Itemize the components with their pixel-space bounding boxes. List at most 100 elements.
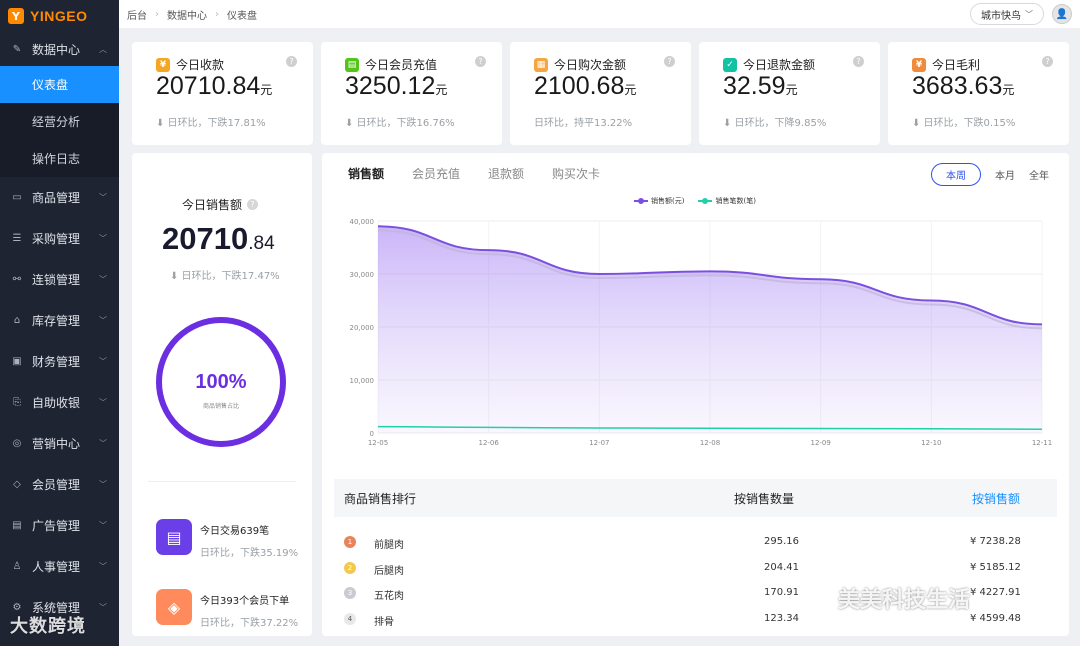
breadcrumb-item[interactable]: 数据中心 [167,10,207,22]
watermark-left: 大数跨境 [10,616,86,637]
table-row[interactable]: 1 前腿肉 295.16 ¥ 7238.28 [334,530,1057,555]
product-quantity: 204.41 [764,561,799,573]
legend-swatch-icon [634,198,648,204]
sidebar-item-5[interactable]: ⎘ 自助收银 ﹀ [0,382,119,423]
sidebar-item-9[interactable]: ♙ 人事管理 ﹀ [0,546,119,587]
x-tick-label: 12-08 [700,439,720,447]
sidebar-item-label: 人事管理 [32,560,81,574]
series-line-shadow [377,229,1043,330]
product-amount: ¥ 4599.48 [970,612,1021,624]
stat-card: ▤ 今日会员充值? 3250.12元 ⬇ 日环比，下跌16.76% [321,42,502,145]
stat-unit: 元 [1002,83,1015,97]
stat-value-number: 3250.12 [345,72,436,100]
sidebar-item-8[interactable]: ▤ 广告管理 ﹀ [0,505,119,546]
today-sales-title: 今日销售额 ? [182,196,259,213]
chevron-up-icon: ︿ [99,44,107,54]
help-icon[interactable]: ? [247,199,259,210]
city-select[interactable]: 城市快鸟 ﹀ [970,3,1044,25]
chevron-down-icon: ﹀ [99,193,107,202]
product-name: 排骨 [374,616,394,628]
period-month[interactable]: 本月 [995,171,1015,182]
sales-area-chart: 0 10,000 20,000 30,000 40,000 12-05 12-06 12-07… [350,218,1053,447]
sidebar-item-label: 库存管理 [32,314,81,328]
tab-sales[interactable]: 销售额 [348,167,385,181]
help-icon[interactable]: ? [664,56,675,67]
stat-value: 2100.68元 [534,72,636,101]
sidebar-item-label: 连锁管理 [32,273,81,287]
table-row[interactable]: 3 五花肉 170.91 ¥ 4227.91 [334,581,1057,606]
period-year[interactable]: 全年 [1029,171,1049,182]
table-row[interactable]: 4 排骨 123.34 ¥ 4599.48 [334,607,1057,632]
wallet-icon: ▣ [12,356,22,367]
period-week[interactable]: 本周 [931,163,981,186]
sort-by-amount[interactable]: 按销售额 [972,492,1021,506]
sidebar-item-business-analysis[interactable]: 经营分析 [32,115,81,129]
stat-icon: ✓ [723,57,737,72]
legend-item[interactable]: 销售额(元) [634,196,684,206]
legend-item[interactable]: 销售笔数(笔) [698,196,756,206]
product-quantity: 123.34 [764,612,799,624]
chevron-down-icon: ﹀ [99,275,107,284]
tab-refunds[interactable]: 退款额 [488,167,525,181]
sidebar: Y YINGEO ✎ 数据中心 ︿ 仪表盘 经营分析 操作日志 ▭ 商品管理 ﹀ ☰ 采… [0,0,119,646]
brand-logo[interactable]: Y YINGEO [0,0,119,32]
bag-icon: ▭ [12,192,22,203]
sidebar-item-0[interactable]: ▭ 商品管理 ﹀ [0,177,119,218]
series-area [378,226,1042,433]
sidebar-item-label: 会员管理 [32,478,81,492]
help-icon[interactable]: ? [286,56,297,67]
sidebar-item-4[interactable]: ▣ 财务管理 ﹀ [0,341,119,382]
sidebar-group-data-center[interactable]: ✎ 数据中心 ︿ [0,32,119,66]
stat-title: ▤ 今日会员充值 [345,56,437,73]
divider [148,481,296,482]
chevron-down-icon: ﹀ [99,316,107,325]
sidebar-item-operation-log[interactable]: 操作日志 [32,152,81,166]
breadcrumb-item[interactable]: 后台 [127,10,147,22]
sidebar-item-label: 商品管理 [32,191,81,205]
ring-percent: 100% [195,371,247,393]
stat-card: ¥ 今日毛利? 3683.63元 ⬇ 日环比，下跌0.15% [888,42,1069,145]
ranking-header: 商品销售排行 按销售数量 按销售额 [334,479,1057,517]
sidebar-item-label: 采购管理 [32,232,81,246]
tab-card-purchase[interactable]: 购买次卡 [552,167,601,181]
stat-compare: 日环比，持平13.22% [534,118,633,129]
stat-title-text: 今日会员充值 [365,58,438,72]
avatar[interactable]: 👤 [1052,4,1072,24]
sidebar-item-1[interactable]: ☰ 采购管理 ﹀ [0,218,119,259]
logo-text: YINGEO [30,8,88,24]
stat-card: ✓ 今日退款金额? 32.59元 ⬇ 日环比，下降9.85% [699,42,880,145]
sidebar-item-2[interactable]: ⚯ 连锁管理 ﹀ [0,259,119,300]
series-line-1 [377,425,1043,431]
x-tick-label: 12-11 [1032,439,1052,447]
legend-swatch-icon [698,198,713,204]
transactions-compare: 日环比，下跌35.19% [200,548,299,559]
today-sales-title-text: 今日销售额 [182,198,243,212]
stat-card: ¥ 今日收款? 20710.84元 ⬇ 日环比，下跌17.81% [132,42,313,145]
product-amount: ¥ 4227.91 [970,587,1021,598]
sidebar-item-label: 营销中心 [32,437,81,451]
tab-member-recharge[interactable]: 会员充值 [412,167,461,181]
sales-share-ring: 100% 商品销售占比 [156,317,286,447]
sidebar-item-7[interactable]: ◇ 会员管理 ﹀ [0,464,119,505]
sidebar-sub-list: 仪表盘 经营分析 操作日志 [0,66,119,177]
help-icon[interactable]: ? [1042,56,1053,67]
help-icon[interactable]: ? [475,56,486,67]
medal-icon: 2 [344,561,356,574]
sidebar-item-3[interactable]: ⌂ 库存管理 ﹀ [0,300,119,341]
stat-compare: ⬇ 日环比，下跌17.81% [156,118,266,129]
table-row[interactable]: 2 后腿肉 204.41 ¥ 5185.12 [334,556,1057,581]
chevron-down-icon: ﹀ [99,439,107,448]
stat-card: ▦ 今日购次金额? 2100.68元 日环比，持平13.22% [510,42,691,145]
stat-compare: ⬇ 日环比，下跌16.76% [345,118,455,129]
sort-by-quantity[interactable]: 按销售数量 [734,492,795,506]
sidebar-item-10[interactable]: ⚙ 系统管理 ﹀ [0,587,119,628]
sidebar-nav-list: ▭ 商品管理 ﹀ ☰ 采购管理 ﹀ ⚯ 连锁管理 ﹀ ⌂ 库存管理 ﹀ ▣ 财务管理 ﹀ ⎘ 自助收银 ﹀ ◎ 营销中… [0,177,119,628]
breadcrumb-separator-icon: › [215,8,219,20]
today-sales-compare: ⬇ 日环比，下跌17.47% [170,271,280,282]
sidebar-item-6[interactable]: ◎ 营销中心 ﹀ [0,423,119,464]
stat-title: ¥ 今日毛利 [912,56,980,73]
sidebar-item-dashboard[interactable]: 仪表盘 [0,66,119,103]
product-quantity: 295.16 [764,536,799,547]
stat-value-number: 20710.84 [156,72,261,100]
help-icon[interactable]: ? [853,56,864,67]
